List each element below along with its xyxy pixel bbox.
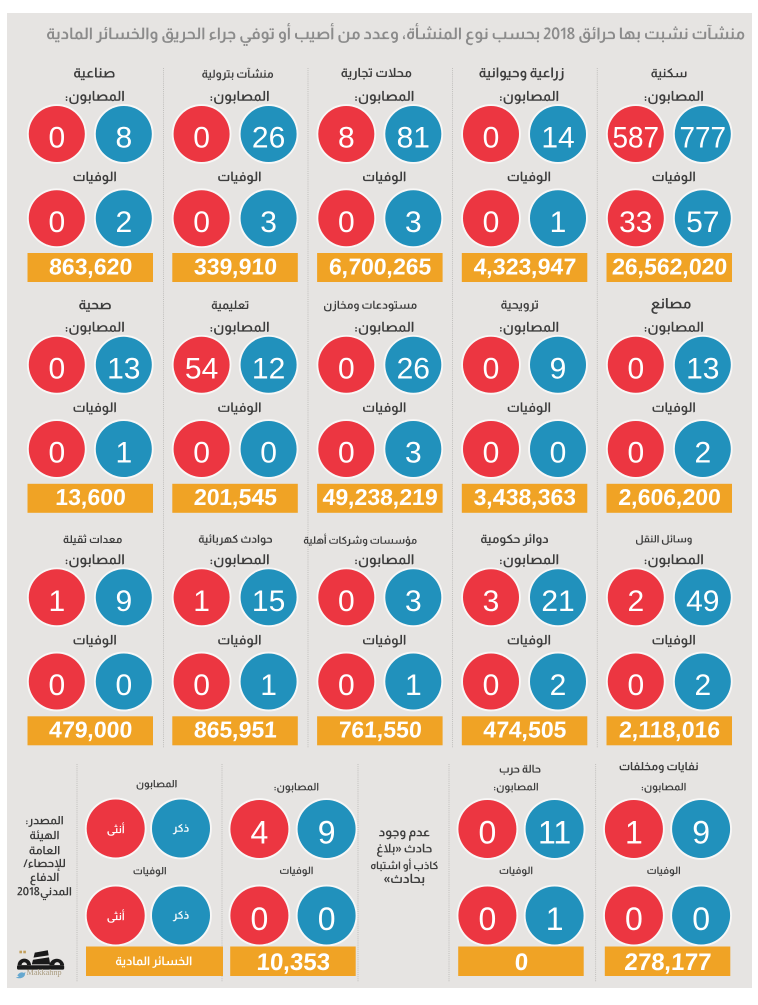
svg-text:0: 0	[48, 669, 65, 702]
svg-text:587: 587	[613, 122, 660, 155]
svg-text:0: 0	[338, 353, 355, 386]
svg-text:9: 9	[318, 815, 336, 851]
svg-text:1: 1	[625, 815, 643, 851]
svg-text:0: 0	[514, 949, 529, 976]
svg-text:2,118,016: 2,118,016	[619, 717, 721, 743]
svg-text:0: 0	[627, 353, 644, 386]
svg-text:3: 3	[483, 585, 500, 618]
svg-text:1: 1	[546, 901, 564, 937]
svg-text:0: 0	[48, 122, 65, 155]
svg-text:865,951: 865,951	[193, 717, 278, 743]
svg-text:0: 0	[251, 901, 269, 937]
svg-text:0: 0	[479, 901, 497, 937]
svg-text:13: 13	[107, 353, 140, 386]
svg-text:0: 0	[550, 437, 567, 470]
svg-text:0: 0	[48, 206, 65, 239]
svg-text:479,000: 479,000	[48, 717, 132, 743]
svg-text:12: 12	[252, 353, 285, 386]
svg-text:0: 0	[483, 669, 500, 702]
svg-text:26: 26	[397, 353, 430, 386]
svg-text:0: 0	[193, 122, 210, 155]
svg-text:0: 0	[193, 669, 210, 702]
svg-text:0: 0	[483, 437, 500, 470]
svg-text:6,700,265: 6,700,265	[328, 253, 432, 279]
svg-text:0: 0	[692, 901, 710, 937]
svg-text:0: 0	[48, 437, 65, 470]
svg-text:49,238,219: 49,238,219	[322, 484, 438, 510]
svg-text:339,910: 339,910	[193, 253, 277, 279]
svg-text:4,323,947: 4,323,947	[473, 253, 577, 279]
svg-text:9: 9	[550, 353, 567, 386]
svg-text:2: 2	[694, 669, 711, 702]
svg-text:0: 0	[338, 585, 355, 618]
svg-text:863,620: 863,620	[48, 253, 132, 279]
svg-text:201,545: 201,545	[193, 484, 278, 510]
svg-text:57: 57	[686, 206, 719, 239]
svg-text:0: 0	[193, 437, 210, 470]
svg-text:0: 0	[260, 437, 277, 470]
svg-text:3: 3	[405, 585, 422, 618]
svg-text:761,550: 761,550	[338, 717, 422, 743]
svg-text:21: 21	[541, 585, 574, 618]
svg-text:278,177: 278,177	[624, 949, 712, 976]
svg-text:0: 0	[483, 122, 500, 155]
svg-text:8: 8	[338, 122, 355, 155]
svg-text:0: 0	[625, 901, 643, 937]
svg-text:1: 1	[550, 206, 567, 239]
svg-text:1: 1	[260, 669, 277, 702]
svg-text:3: 3	[405, 437, 422, 470]
svg-text:0: 0	[48, 353, 65, 386]
svg-text:10,353: 10,353	[256, 949, 331, 976]
svg-text:Makkahnp: Makkahnp	[27, 968, 62, 977]
svg-text:1: 1	[48, 585, 65, 618]
svg-text:8: 8	[115, 122, 132, 155]
svg-text:474,505: 474,505	[483, 717, 568, 743]
svg-text:49: 49	[686, 585, 719, 618]
svg-text:9: 9	[692, 815, 710, 851]
svg-text:0: 0	[483, 206, 500, 239]
svg-text:0: 0	[193, 206, 210, 239]
svg-text:14: 14	[541, 122, 574, 155]
svg-text:0: 0	[483, 353, 500, 386]
svg-text:4: 4	[251, 815, 269, 851]
svg-text:9: 9	[115, 585, 132, 618]
svg-text:2: 2	[627, 585, 644, 618]
svg-text:33: 33	[619, 206, 652, 239]
svg-text:2: 2	[115, 206, 132, 239]
svg-text:26: 26	[252, 122, 285, 155]
svg-text:0: 0	[338, 206, 355, 239]
svg-text:777: 777	[680, 122, 727, 155]
svg-text:0: 0	[338, 437, 355, 470]
svg-text:0: 0	[627, 437, 644, 470]
svg-text:1: 1	[193, 585, 210, 618]
svg-text:11: 11	[538, 815, 571, 851]
svg-text:13,600: 13,600	[55, 484, 127, 510]
svg-text:81: 81	[397, 122, 430, 155]
svg-text:3: 3	[260, 206, 277, 239]
svg-text:2: 2	[550, 669, 567, 702]
svg-text:0: 0	[627, 669, 644, 702]
svg-text:26,562,020: 26,562,020	[612, 253, 728, 279]
svg-text:2,606,200: 2,606,200	[618, 484, 722, 510]
svg-text:2: 2	[694, 437, 711, 470]
svg-text:15: 15	[252, 585, 285, 618]
svg-text:54: 54	[185, 353, 218, 386]
svg-text:0: 0	[115, 669, 132, 702]
svg-text:0: 0	[318, 901, 336, 937]
svg-text:0: 0	[479, 815, 497, 851]
svg-text:3: 3	[405, 206, 422, 239]
svg-text:0: 0	[338, 669, 355, 702]
svg-text:13: 13	[686, 353, 719, 386]
svg-text:1: 1	[405, 669, 422, 702]
svg-text:3,438,363: 3,438,363	[473, 484, 577, 510]
svg-text:1: 1	[115, 437, 132, 470]
